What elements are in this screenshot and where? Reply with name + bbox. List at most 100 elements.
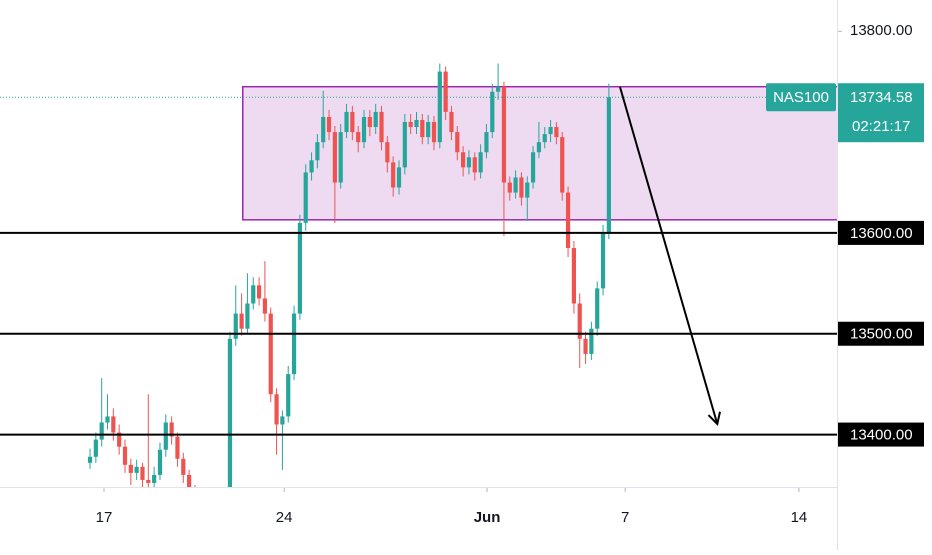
candle-body — [268, 313, 273, 395]
candle-body — [589, 328, 594, 354]
candle-body — [437, 71, 442, 143]
candle-body — [303, 172, 308, 223]
candle-body — [105, 416, 110, 423]
level-label-box — [838, 220, 924, 245]
candle-body — [420, 119, 425, 138]
candle-body — [169, 422, 174, 437]
candle-body — [338, 132, 343, 183]
candle-body — [286, 374, 291, 417]
candle-body — [525, 182, 530, 198]
candle-body — [326, 116, 332, 133]
candle-body — [449, 111, 454, 133]
price-label: 13734.58 — [850, 89, 913, 106]
candle-body — [239, 313, 244, 329]
candle-body — [606, 97, 611, 233]
candle-body — [513, 177, 518, 193]
candle-body — [536, 142, 542, 153]
candle-body — [571, 248, 576, 304]
candle-body — [187, 474, 192, 487]
candle-body — [472, 157, 477, 173]
candle-body — [181, 458, 186, 475]
candle-body — [140, 466, 145, 480]
candle-body — [391, 162, 396, 188]
countdown-label: 02:21:17 — [852, 118, 910, 135]
candle-body — [332, 132, 337, 183]
projection-arrow — [619, 86, 717, 423]
candle-body — [321, 116, 326, 143]
candle-body — [530, 152, 536, 183]
candle-body — [233, 313, 238, 339]
x-tick-label: Jun — [474, 509, 501, 526]
overlay: 13800.00 17 24 Jun 7 14 13600.00 13500.00 13400.… — [96, 22, 924, 526]
candle-body — [93, 439, 98, 457]
candle-body — [367, 116, 372, 128]
level-label: 13500.00 — [850, 326, 913, 343]
plot-area — [0, 63, 837, 487]
price-box — [838, 83, 924, 143]
candle-body — [134, 466, 139, 473]
candle-body — [519, 177, 524, 198]
candle-body — [466, 157, 472, 168]
candle-body — [385, 142, 390, 163]
candle-body — [455, 132, 460, 153]
candle-body — [595, 288, 600, 329]
candle-body — [245, 303, 250, 329]
candle-body — [262, 298, 268, 314]
candle-body — [297, 222, 302, 314]
candle-body — [542, 134, 547, 143]
x-tick-label: 14 — [791, 509, 808, 526]
candle-body — [309, 160, 314, 173]
symbol-box — [766, 83, 836, 112]
candle-body — [396, 167, 402, 188]
candle-body — [484, 132, 489, 153]
candle-body — [291, 313, 297, 375]
candle-body — [344, 111, 349, 133]
candle-body — [256, 285, 262, 299]
zone-rectangle — [242, 85, 837, 221]
candle-body — [583, 338, 588, 354]
candle-body — [548, 127, 553, 135]
candle-body — [274, 394, 279, 425]
candle-body — [163, 422, 168, 450]
level-label-box — [838, 422, 924, 447]
candle-body — [251, 285, 256, 304]
candle-body — [426, 122, 431, 138]
candle-body — [490, 91, 495, 133]
candle-body — [152, 474, 157, 483]
candle-body — [565, 192, 571, 249]
candle-body — [501, 86, 507, 183]
candle-body — [280, 416, 285, 425]
candle-body — [87, 456, 93, 463]
candle-body — [315, 142, 320, 161]
candle-body — [146, 479, 151, 483]
candle-body — [600, 232, 606, 289]
candle-body — [560, 137, 565, 193]
x-tick-label: 7 — [621, 509, 629, 526]
candle-body — [507, 182, 512, 193]
candle-body — [431, 122, 437, 143]
candle-body — [361, 116, 367, 143]
y-tick-label: 13800.00 — [850, 22, 913, 39]
candle-body — [554, 127, 559, 138]
candle-body — [408, 122, 413, 128]
x-tick-label: 24 — [276, 509, 293, 526]
candle-body — [350, 111, 355, 133]
x-tick-label: 17 — [96, 509, 113, 526]
level-label: 13400.00 — [850, 427, 913, 444]
candle-body — [402, 122, 407, 168]
candle-body — [157, 449, 163, 475]
candle-body — [443, 71, 448, 112]
candle-body — [99, 422, 104, 440]
level-label: 13600.00 — [850, 225, 913, 242]
candle-body — [496, 86, 501, 92]
candle-body — [478, 152, 483, 173]
candle-body — [122, 446, 128, 465]
candle-body — [577, 303, 582, 339]
candle-body — [414, 119, 419, 128]
candle-body — [117, 432, 122, 447]
candle-body — [379, 111, 384, 143]
candle-body — [111, 416, 116, 433]
